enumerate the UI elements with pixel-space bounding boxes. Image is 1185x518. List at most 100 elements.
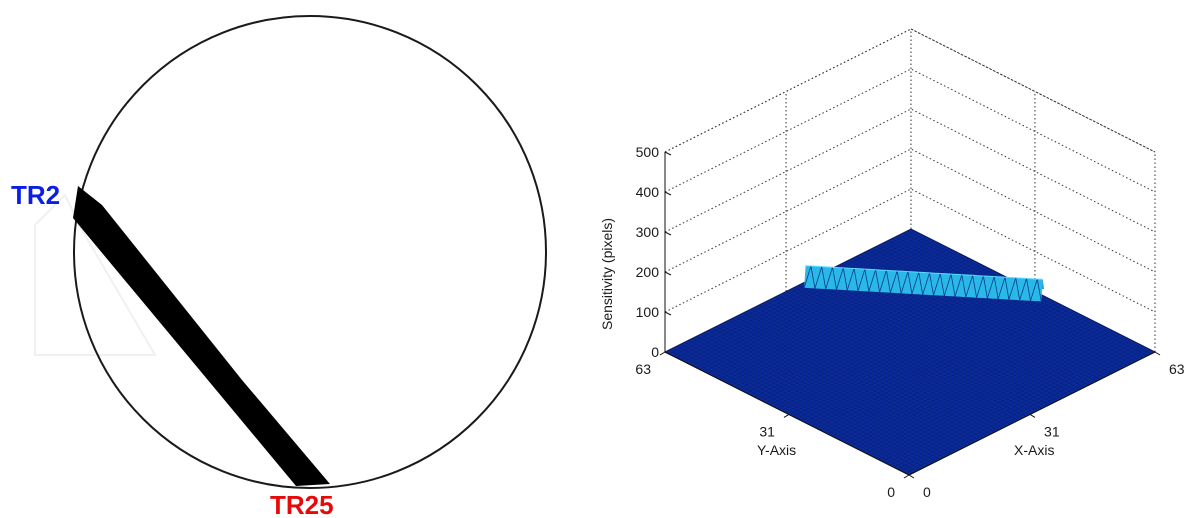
ridge-mesh-line (922, 272, 930, 295)
x-axis-line (908, 351, 1156, 476)
ridge-mesh-line (939, 273, 945, 296)
mesh-line (871, 248, 1117, 372)
mesh-line (887, 240, 1132, 364)
ridge-mesh-line (810, 265, 816, 289)
mesh-line (854, 324, 1101, 448)
z-tick-label: 0 (651, 344, 659, 360)
ridge-mesh-line (864, 269, 870, 292)
mesh-line (766, 301, 1011, 425)
mesh-line (688, 340, 933, 464)
mesh-line (817, 275, 1062, 400)
mesh-line (879, 244, 1124, 368)
y-tick (903, 474, 910, 479)
ridge-mesh-line (911, 272, 920, 295)
mesh-line (781, 287, 1028, 411)
ridge-mesh-line (853, 268, 859, 291)
mesh-line (877, 336, 1125, 460)
z-tick (664, 231, 672, 236)
mesh-line (770, 299, 1015, 423)
mesh-line (805, 281, 1050, 405)
mesh-line (668, 349, 913, 474)
ridge-mesh-line (1030, 278, 1038, 301)
mesh-line (703, 332, 949, 456)
z-tick-label: 500 (636, 144, 660, 160)
ridge-mesh-line (983, 275, 988, 299)
mesh-line (823, 308, 1070, 433)
mesh-line (765, 279, 1012, 403)
ridge-crest (805, 265, 1043, 280)
x-tick-label: 31 (1044, 423, 1060, 439)
mesh-line (813, 277, 1058, 401)
ridge-mesh-line (889, 270, 898, 293)
x-tick-label: 63 (1169, 361, 1185, 377)
z-tick (664, 311, 672, 316)
grid-line (664, 68, 1156, 193)
z-tick-label: 300 (636, 224, 660, 240)
electrode-label-tr2: TR2 (11, 180, 60, 210)
grid-line (664, 148, 1156, 273)
ridge-mesh-line (986, 276, 995, 299)
mesh-line (835, 314, 1082, 439)
mesh-line (808, 301, 1055, 425)
mesh-line (668, 230, 915, 355)
z-tick (664, 271, 672, 276)
mesh-line (715, 326, 960, 450)
mesh-line (719, 324, 964, 448)
mesh-line (812, 303, 1059, 427)
mesh-line (692, 338, 937, 462)
mesh-line (777, 285, 1024, 409)
ridge-mesh-line (803, 265, 812, 288)
x-tick (1154, 351, 1161, 356)
mesh-line (858, 326, 1105, 450)
ridge-mesh-line (993, 276, 999, 300)
mesh-line (688, 240, 935, 364)
ridge-mesh-line (997, 277, 1006, 300)
mesh-line (800, 297, 1047, 421)
mesh-line (761, 277, 1008, 401)
x-tick (1029, 414, 1036, 418)
grid-line (664, 188, 1156, 313)
ridge-mesh-line (832, 267, 837, 290)
y-tick-label: 63 (635, 361, 651, 377)
sensitivity-surface (663, 228, 1157, 476)
mesh-line (850, 322, 1097, 446)
ridge-mesh-line (918, 272, 924, 295)
z-tick (664, 151, 672, 156)
electrode-diagram: TR2 TR25 (11, 15, 547, 518)
grid-line (664, 108, 1156, 233)
mesh-line (819, 306, 1066, 431)
mesh-line (839, 316, 1086, 441)
mesh-line (727, 320, 972, 444)
mesh-line (804, 299, 1051, 423)
y-tick-label: 0 (887, 484, 895, 500)
mesh-line (778, 295, 1023, 419)
y-tick-label: 31 (759, 423, 775, 439)
mesh-line (699, 246, 946, 370)
mesh-line (695, 244, 943, 368)
mesh-line (846, 320, 1094, 444)
mesh-line (684, 342, 929, 466)
mesh-line (881, 338, 1128, 462)
ridge-mesh-line (825, 267, 833, 290)
mesh-line (843, 318, 1090, 442)
ridge-mesh-line (896, 270, 902, 294)
z-tick-label: 400 (636, 184, 660, 200)
ridge-mesh-line (961, 274, 967, 298)
ridge-mesh-line (929, 272, 934, 296)
ridge-mesh-line (886, 270, 891, 293)
mesh-line (797, 285, 1042, 409)
ridge-mesh-line (836, 267, 844, 290)
ridge-mesh-line (950, 274, 956, 297)
mesh-line (696, 336, 941, 460)
mesh-line (883, 242, 1128, 366)
mesh-line (746, 310, 992, 435)
mesh-line (897, 345, 1144, 470)
ridge-mesh-line (943, 273, 952, 296)
mesh-line (672, 232, 919, 357)
mesh-line (815, 304, 1063, 429)
mesh-line (676, 345, 921, 470)
mesh-line (707, 250, 954, 374)
mesh-line (901, 347, 1148, 472)
ridge-mesh-line (842, 267, 848, 291)
chart-grid (664, 28, 1156, 352)
